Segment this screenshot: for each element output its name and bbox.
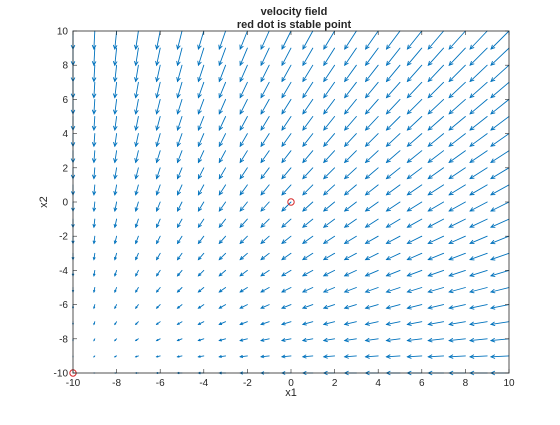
x-tick-label: -6 [156, 378, 165, 389]
y-tick-label: -2 [59, 232, 68, 243]
x-tick-label: 6 [419, 378, 425, 389]
y-tick-label: 4 [62, 129, 68, 140]
vector-head [136, 340, 137, 341]
title-line-1: velocity field [261, 6, 328, 18]
y-tick-label: -10 [54, 369, 69, 380]
y-tick-label: 0 [62, 198, 68, 209]
y-tick-label: 8 [62, 61, 68, 72]
x-tick-label: -2 [243, 378, 252, 389]
x-tick-label: -10 [66, 378, 81, 389]
y-tick-label: -4 [59, 266, 68, 277]
y-tick-label: 10 [57, 27, 69, 38]
y-tick-label: 2 [62, 163, 68, 174]
vector-head [115, 340, 116, 341]
y-tick-label: -6 [59, 300, 68, 311]
y-tick-label: -8 [59, 334, 68, 345]
x-tick-label: -8 [112, 378, 121, 389]
vector-head [136, 356, 137, 357]
x-tick-label: -4 [199, 378, 208, 389]
x-tick-label: 2 [332, 378, 338, 389]
vector-arrow [94, 356, 95, 357]
y-axis-label: x2 [38, 196, 50, 208]
vector-head [115, 323, 116, 324]
x-tick-label: 10 [503, 378, 515, 389]
x-axis-label: x1 [285, 387, 297, 399]
y-tick-label: 6 [62, 95, 68, 106]
vector-head [115, 356, 116, 357]
title-line-2: red dot is stable point [237, 19, 352, 31]
x-tick-label: 8 [463, 378, 469, 389]
vector-head [94, 340, 95, 341]
x-tick-label: 4 [375, 378, 381, 389]
vector-head [94, 323, 95, 324]
